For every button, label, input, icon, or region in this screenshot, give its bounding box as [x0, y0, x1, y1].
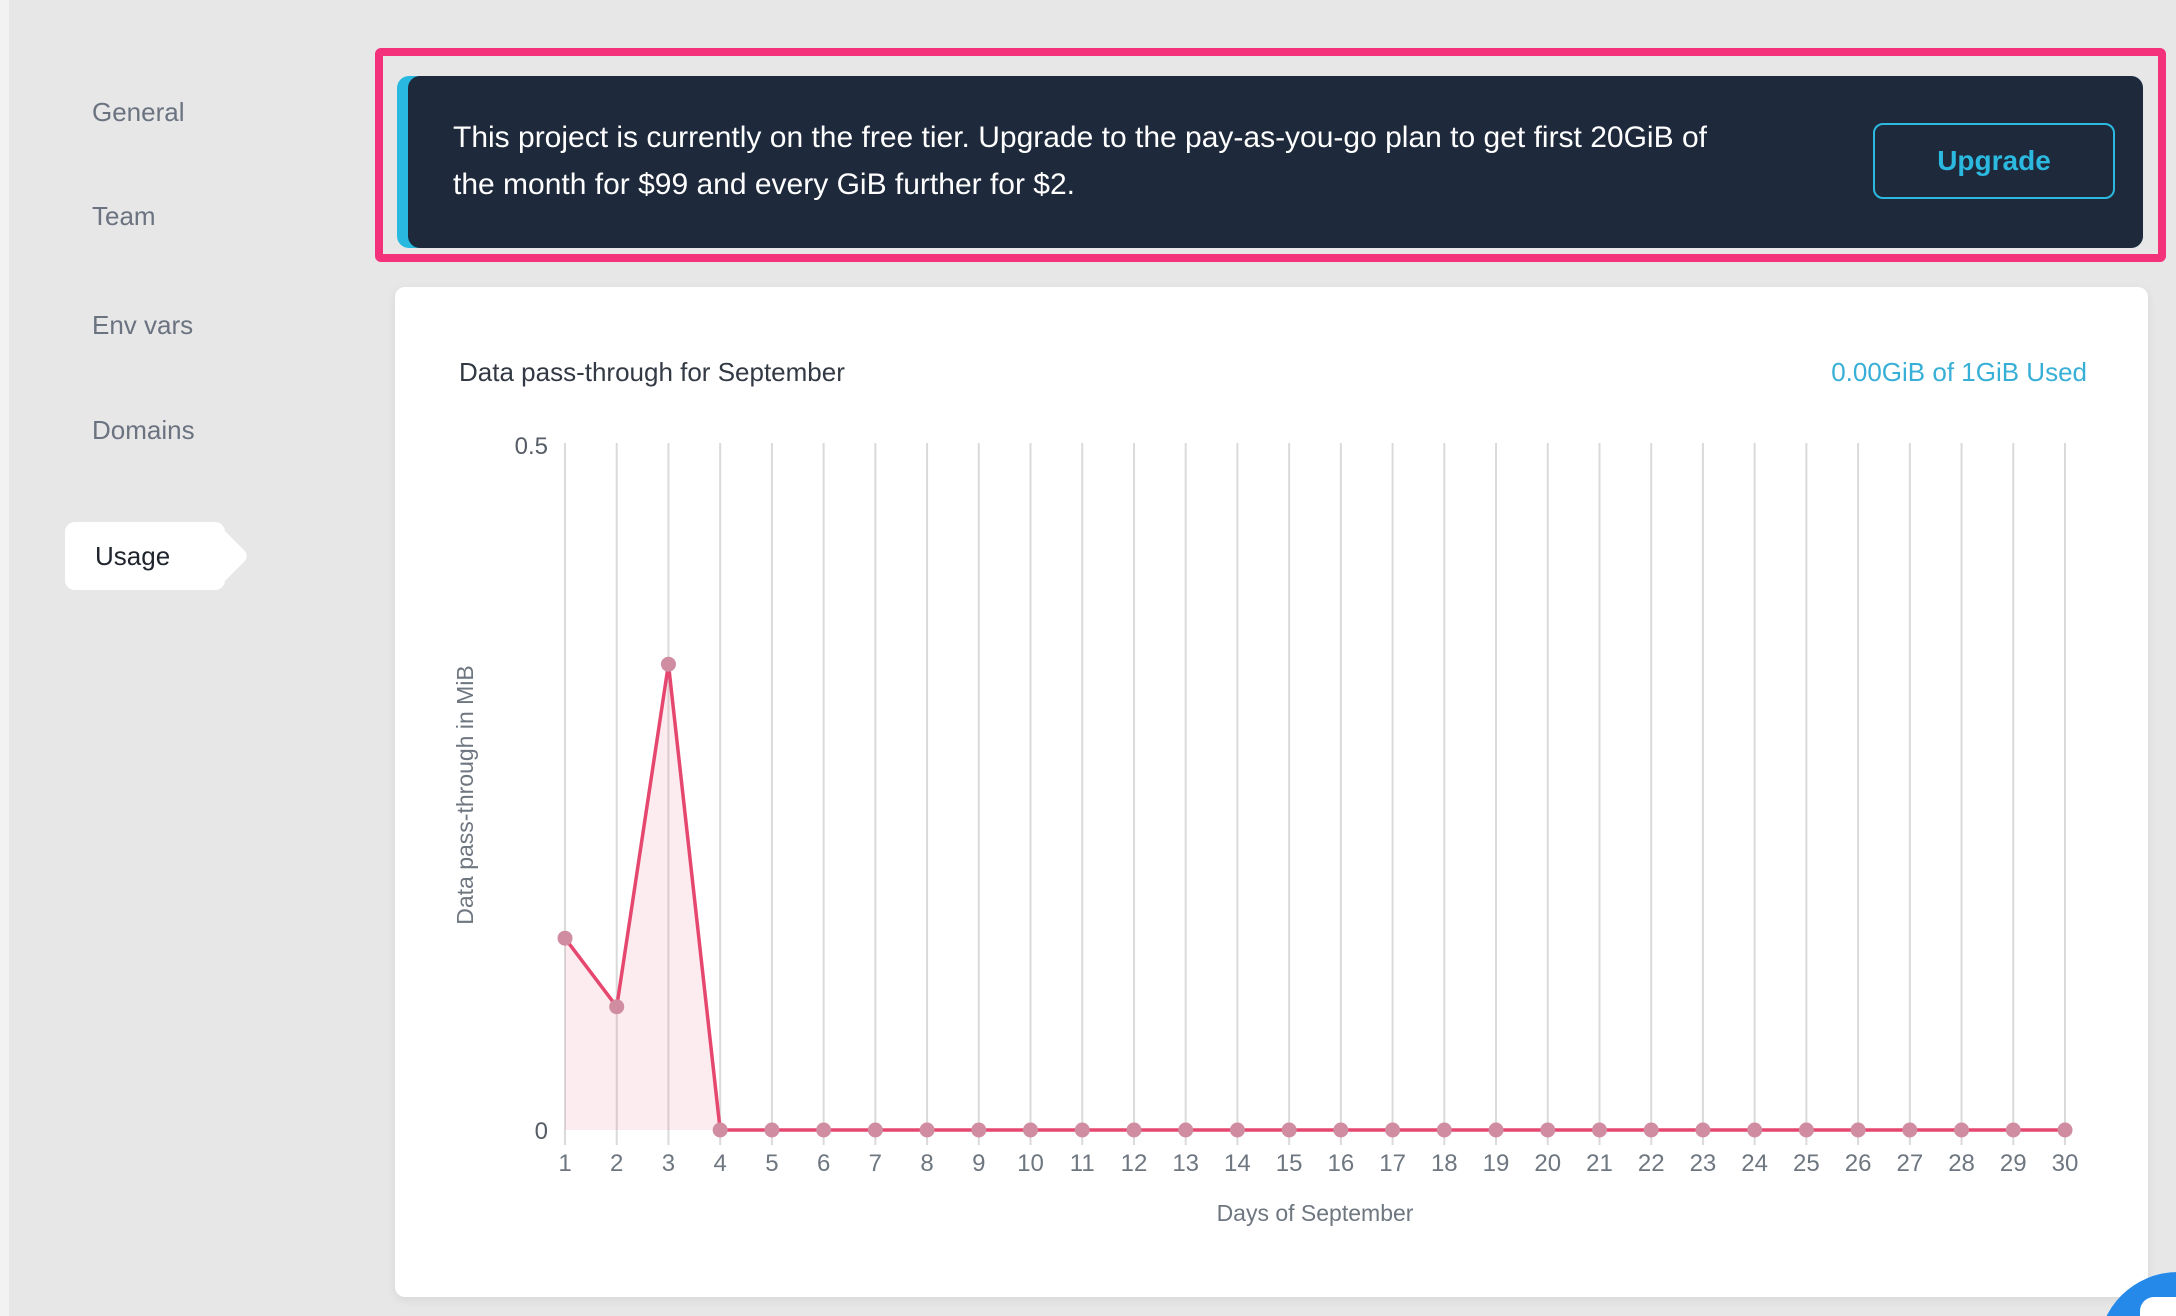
x-tick-label: 15	[1276, 1150, 1303, 1177]
x-tick-label: 17	[1379, 1150, 1406, 1177]
free-tier-banner-text: This project is currently on the free ti…	[453, 114, 1813, 208]
chart-point[interactable]	[1902, 1122, 1918, 1138]
chart-point[interactable]	[1385, 1122, 1401, 1138]
chart-point[interactable]	[971, 1122, 987, 1138]
chart-point[interactable]	[712, 1122, 728, 1138]
y-tick-label: 0.5	[515, 433, 548, 460]
usage-amount-link[interactable]: 0.00GiB of 1GiB Used	[1831, 357, 2087, 387]
chart-line	[563, 662, 2065, 1132]
x-tick-label: 6	[817, 1150, 830, 1177]
sidebar-item-env-vars[interactable]: Env vars	[92, 310, 194, 340]
x-tick-label: 5	[765, 1150, 778, 1177]
chart-point[interactable]	[1488, 1122, 1504, 1138]
chart-point[interactable]	[1798, 1122, 1814, 1138]
free-tier-banner: This project is currently on the free ti…	[397, 76, 2143, 248]
chart-point[interactable]	[557, 930, 573, 946]
chart-point[interactable]	[1540, 1122, 1556, 1138]
banner-text-line2: the month for $99 and every GiB further …	[453, 168, 1076, 201]
chart-point[interactable]	[1747, 1122, 1763, 1138]
chart-point[interactable]	[919, 1122, 935, 1138]
chart-point[interactable]	[609, 999, 625, 1015]
x-tick-label: 22	[1638, 1150, 1665, 1177]
chart-point[interactable]	[1436, 1122, 1452, 1138]
x-tick-label: 26	[1845, 1150, 1872, 1177]
x-tick-label: 16	[1328, 1150, 1355, 1177]
x-tick-label: 21	[1586, 1150, 1613, 1177]
chart-point[interactable]	[1023, 1122, 1039, 1138]
x-tick-label: 4	[713, 1150, 726, 1177]
x-tick-label: 23	[1690, 1150, 1717, 1177]
x-tick-label: 12	[1121, 1150, 1148, 1177]
chart-point[interactable]	[1281, 1122, 1297, 1138]
chart-series-layer	[557, 656, 2073, 1138]
x-tick-label: 9	[972, 1150, 985, 1177]
x-tick-label: 29	[2000, 1150, 2027, 1177]
chat-bubble-icon	[2140, 1297, 2176, 1316]
x-tick-label: 7	[869, 1150, 882, 1177]
x-tick-label: 11	[1070, 1150, 1095, 1177]
chart-point[interactable]	[1954, 1122, 1970, 1138]
chart-point[interactable]	[1333, 1122, 1349, 1138]
chart-point[interactable]	[764, 1122, 780, 1138]
x-tick-label: 18	[1431, 1150, 1458, 1177]
free-tier-banner-body: This project is currently on the free ti…	[408, 76, 2143, 248]
banner-text-line1: This project is currently on the free ti…	[453, 121, 1707, 154]
chart-title: Data pass-through for September	[459, 357, 845, 387]
chart-point[interactable]	[1643, 1122, 1659, 1138]
chart-point[interactable]	[1074, 1122, 1090, 1138]
chart-point[interactable]	[2057, 1122, 2073, 1138]
chart-grid-layer	[564, 443, 2066, 1145]
left-edge-strip	[0, 0, 9, 1316]
chart-point[interactable]	[660, 656, 676, 672]
x-tick-label: 28	[1948, 1150, 1975, 1177]
x-tick-label: 10	[1017, 1150, 1044, 1177]
chart-point[interactable]	[1229, 1122, 1245, 1138]
chart-point[interactable]	[867, 1122, 883, 1138]
x-tick-label: 24	[1741, 1150, 1768, 1177]
chart-point[interactable]	[816, 1122, 832, 1138]
chart-point[interactable]	[1850, 1122, 1866, 1138]
chart-point[interactable]	[1178, 1122, 1194, 1138]
sidebar-item-domains[interactable]: Domains	[92, 415, 195, 445]
upgrade-button[interactable]: Upgrade	[1873, 123, 2115, 199]
x-tick-label: 2	[610, 1150, 623, 1177]
sidebar-item-usage-label: Usage	[95, 541, 171, 571]
x-axis-title: Days of September	[1217, 1200, 1414, 1226]
x-tick-label: 14	[1224, 1150, 1251, 1177]
chart-label-layer: 1 2 3 4 5 6 7 8 9 10 11 12 13 14 15 16 17 18 19 20 21 22 23 24 2…	[515, 433, 2079, 1177]
chart-area-fill	[565, 664, 2065, 1130]
chart-point[interactable]	[1126, 1122, 1142, 1138]
x-tick-label: 13	[1172, 1150, 1199, 1177]
x-tick-label: 1	[558, 1150, 571, 1177]
x-tick-label: 30	[2052, 1150, 2079, 1177]
chart-point[interactable]	[1695, 1122, 1711, 1138]
chart-point[interactable]	[2005, 1122, 2021, 1138]
x-tick-label: 20	[1534, 1150, 1561, 1177]
x-tick-label: 27	[1896, 1150, 1923, 1177]
y-tick-label: 0	[535, 1118, 548, 1145]
chart-point[interactable]	[1591, 1122, 1607, 1138]
usage-card: Data pass-through for September 0.00GiB …	[395, 287, 2148, 1297]
x-tick-label: 25	[1793, 1150, 1820, 1177]
x-tick-label: 3	[662, 1150, 675, 1177]
x-tick-label: 8	[920, 1150, 933, 1177]
usage-chart: 1 2 3 4 5 6 7 8 9 10 11 12 13 14 15 16 17 18 19 20 21 22 23 24 2…	[452, 433, 2079, 1226]
sidebar-item-usage[interactable]: Usage	[65, 522, 261, 590]
y-axis-title: Data pass-through in MiB	[452, 665, 478, 925]
sidebar-item-team[interactable]: Team	[92, 201, 156, 231]
sidebar-item-general[interactable]: General	[92, 97, 185, 127]
x-tick-label: 19	[1483, 1150, 1510, 1177]
